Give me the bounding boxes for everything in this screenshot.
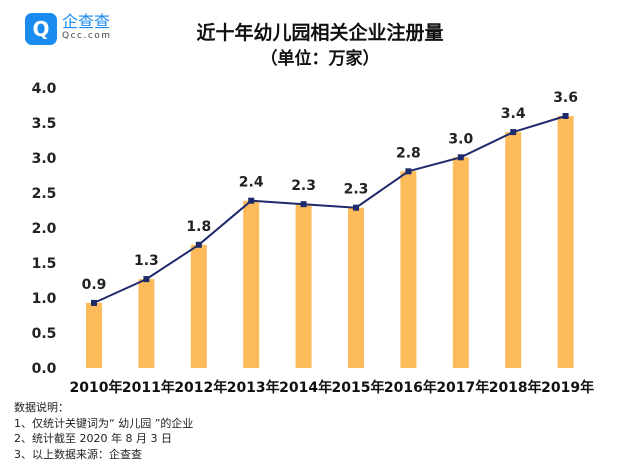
x-tick-label: 2012年 bbox=[174, 379, 227, 396]
line-marker bbox=[300, 201, 307, 208]
data-label: 1.3 bbox=[134, 253, 159, 269]
data-notes: 数据说明： 1、仅统计关键词为“ 幼儿园 ”的企业 2、统计截至 2020 年 … bbox=[14, 400, 193, 462]
x-tick-label: 2016年 bbox=[384, 379, 437, 396]
x-tick-label: 2010年 bbox=[70, 379, 123, 396]
qcc-logo: Q 企查查 Qcc.com bbox=[25, 13, 112, 45]
logo-icon: Q bbox=[25, 13, 57, 45]
note-item: 2、统计截至 2020 年 8 月 3 日 bbox=[14, 432, 172, 445]
data-label: 2.3 bbox=[291, 178, 316, 194]
bar-2010年 bbox=[86, 302, 102, 368]
line-marker bbox=[510, 129, 517, 136]
y-tick-label: 2.0 bbox=[32, 221, 57, 237]
x-tick-label: 2017年 bbox=[436, 379, 489, 396]
data-label: 1.8 bbox=[186, 219, 211, 235]
notes-heading: 数据说明： bbox=[14, 401, 69, 414]
bar-2018年 bbox=[505, 132, 522, 368]
bar-2011年 bbox=[138, 279, 155, 368]
x-tick-label: 2013年 bbox=[227, 379, 280, 396]
data-label: 3.6 bbox=[553, 90, 578, 106]
line-marker bbox=[195, 241, 202, 248]
note-item: 1、仅统计关键词为“ 幼儿园 ”的企业 bbox=[14, 416, 194, 430]
bar-2017年 bbox=[452, 157, 469, 368]
chart-title: 近十年幼儿园相关企业注册量 bbox=[196, 22, 444, 44]
y-tick-label: 1.5 bbox=[32, 256, 57, 272]
bar-2012年 bbox=[190, 244, 207, 368]
data-label: 3.4 bbox=[501, 106, 526, 122]
logo-domain: Qcc.com bbox=[62, 31, 112, 41]
x-tick-label: 2011年 bbox=[122, 379, 175, 396]
chart-subtitle: （单位：万家） bbox=[260, 49, 380, 69]
bar-2015年 bbox=[348, 207, 364, 368]
trend-line bbox=[93, 115, 566, 304]
data-label: 3.0 bbox=[448, 131, 473, 147]
logo-name: 企查查 bbox=[62, 12, 111, 31]
data-label: 0.9 bbox=[82, 277, 107, 293]
x-tick-label: 2018年 bbox=[489, 379, 542, 396]
line-marker bbox=[91, 299, 97, 306]
line-marker bbox=[143, 276, 150, 283]
y-tick-label: 0.5 bbox=[32, 326, 57, 342]
data-label: 2.3 bbox=[344, 182, 369, 198]
line-marker bbox=[562, 113, 569, 119]
y-tick-label: 3.5 bbox=[32, 116, 57, 132]
x-tick-label: 2015年 bbox=[332, 379, 385, 396]
y-tick-label: 4.0 bbox=[32, 81, 57, 97]
y-tick-label: 3.0 bbox=[32, 151, 57, 167]
data-label: 2.8 bbox=[396, 145, 421, 161]
line-marker bbox=[457, 154, 464, 161]
y-tick-label: 0.0 bbox=[32, 361, 57, 377]
data-label: 2.4 bbox=[239, 175, 264, 191]
line-marker bbox=[248, 197, 255, 204]
x-tick-label: 2014年 bbox=[279, 379, 332, 396]
note-item: 3、以上数据来源：企查查 bbox=[14, 447, 142, 461]
line-marker bbox=[405, 168, 412, 175]
bar-2013年 bbox=[243, 200, 260, 368]
y-tick-label: 2.5 bbox=[32, 186, 57, 202]
line-marker bbox=[353, 204, 359, 211]
bar-2016年 bbox=[400, 171, 417, 368]
x-tick-label: 2019年 bbox=[541, 379, 594, 396]
bar-2019年 bbox=[557, 116, 574, 368]
bar-2014年 bbox=[295, 204, 312, 368]
y-tick-label: 1.0 bbox=[32, 291, 57, 307]
